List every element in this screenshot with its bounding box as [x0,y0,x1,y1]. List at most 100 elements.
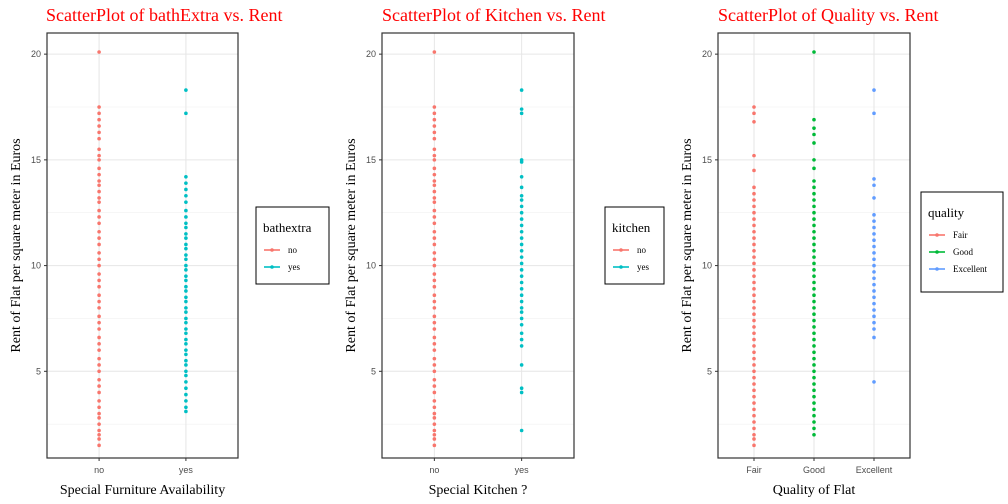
data-point [184,358,188,363]
data-point [184,284,188,289]
legend-title: quality [928,205,965,220]
data-point [97,117,101,122]
data-point [97,278,101,283]
data-point [519,299,524,304]
data-point [432,314,437,319]
data-point [752,274,756,278]
data-point [432,384,437,388]
data-point [752,191,756,196]
data-point [97,405,101,410]
data-point [97,432,101,437]
data-point [812,426,816,431]
data-point [432,399,437,403]
data-point [432,183,437,188]
data-point [97,342,101,346]
data-point [184,208,188,213]
data-point [872,196,876,200]
data-point [184,331,188,336]
data-point [97,306,101,310]
data-point [752,293,756,297]
series-excellent [872,88,876,384]
data-point [752,185,756,190]
data-point [519,185,524,190]
data-point [812,50,816,54]
data-point [812,401,816,405]
data-point [752,280,756,285]
data-point [184,327,188,331]
data-point [519,337,524,342]
data-point [752,325,756,329]
data-point [519,310,524,314]
series-fair [752,105,756,448]
data-point [184,181,188,185]
legend-label: no [637,245,647,255]
data-point [519,363,524,367]
data-point [97,105,101,109]
y-axis-title: Rent of Flat per square meter in Euros [9,138,24,352]
panel-border [717,32,911,459]
data-point [432,130,437,135]
data-point [519,331,524,336]
y-tick-label: 5 [371,366,376,376]
data-point [812,382,816,386]
data-point [97,320,101,325]
data-point [812,344,816,348]
data-point [97,390,101,395]
data-point [432,189,437,194]
data-point [812,394,816,399]
data-point [519,242,524,247]
legend-label: Fair [953,230,968,240]
data-point [872,289,876,293]
data-point [752,344,756,348]
legend: bathextra no yes [255,206,330,285]
plot-background [382,33,574,458]
data-point [519,174,524,179]
panel-border [381,32,575,459]
data-point [812,141,816,145]
data-point [519,316,524,321]
data-point [184,232,188,236]
x-tick-label: Fair [746,465,762,475]
data-point [519,293,524,297]
data-point [872,295,876,300]
data-point [872,270,876,274]
data-point [432,390,437,395]
legend-label: yes [637,262,649,272]
data-point [519,217,524,221]
data-point [184,369,188,374]
data-point [97,50,101,54]
data-point [519,248,524,253]
data-point [519,322,524,327]
data-point [97,196,101,200]
data-point [872,219,876,223]
data-point [519,198,524,202]
data-point [812,318,816,323]
data-point [519,386,524,391]
data-point [812,274,816,278]
data-point [432,136,437,141]
data-point [812,407,816,412]
data-point [752,432,756,437]
data-point [812,261,816,266]
data-point [97,416,101,420]
scatter-panel-1: 5 10 15 20 no yes ScatterPlot of bathExtra vs.… [9,5,330,498]
y-tick-label: 10 [702,261,712,271]
data-point [752,382,756,386]
data-point [872,308,876,312]
series-no [432,50,437,448]
data-point [752,111,756,116]
data-point [184,405,188,410]
data-point [97,363,101,367]
data-point [752,356,756,361]
data-point [97,236,101,240]
data-point [812,255,816,259]
data-point [872,314,876,319]
data-point [519,428,524,433]
data-point [432,377,437,382]
data-point [519,210,524,215]
legend-key-point [935,250,939,254]
data-point [519,255,524,259]
data-point [752,388,756,393]
data-point [812,126,816,130]
data-point [184,392,188,397]
